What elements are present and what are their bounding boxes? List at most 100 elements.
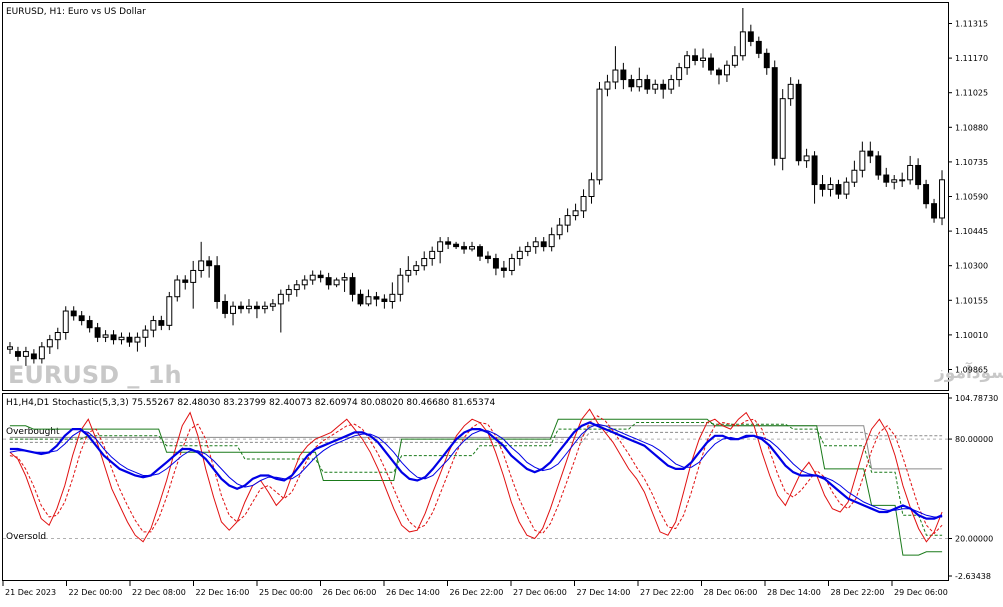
- candle-body: [126, 336, 133, 343]
- candle-body: [70, 310, 77, 317]
- candle-body: [540, 241, 547, 248]
- candle-body: [174, 279, 181, 298]
- candle: [739, 8, 746, 61]
- candle: [771, 60, 778, 166]
- candle: [182, 275, 189, 290]
- candle: [22, 346, 29, 366]
- candle: [245, 299, 252, 314]
- candle-body: [214, 265, 221, 302]
- candle-body: [532, 241, 539, 248]
- candle-body: [915, 164, 922, 186]
- candle: [78, 311, 85, 326]
- candle: [413, 260, 420, 276]
- candle-body: [469, 246, 475, 250]
- candle: [700, 48, 707, 68]
- candle: [652, 79, 659, 94]
- candle: [779, 89, 786, 171]
- price-label: 1.11025: [955, 89, 988, 98]
- candle: [477, 244, 483, 261]
- candle: [118, 332, 125, 345]
- price-label: 1.11315: [955, 20, 988, 29]
- candle: [915, 158, 922, 190]
- candle-body: [190, 269, 197, 283]
- overbought-label: Overbought: [6, 427, 60, 437]
- candle-body: [907, 164, 914, 181]
- candle-body: [94, 327, 101, 338]
- candle: [899, 172, 906, 187]
- candle-body: [692, 55, 699, 61]
- candle: [644, 74, 651, 94]
- candle-body: [564, 215, 571, 226]
- candle: [158, 315, 165, 331]
- candle-body: [46, 339, 53, 348]
- candle-body: [747, 31, 754, 42]
- indicator-panel[interactable]: [2, 393, 949, 581]
- candle: [923, 179, 930, 209]
- candle-body: [150, 320, 157, 331]
- candle: [763, 48, 770, 75]
- candle-body: [500, 267, 507, 271]
- candle: [548, 227, 555, 252]
- candle: [293, 280, 300, 297]
- indicator-scale-label: 20.00000: [955, 534, 993, 543]
- candle-body: [158, 320, 165, 326]
- indicator-title: H1,H4,D1 Stochastic(5,3,3) 75.55267 82.4…: [6, 398, 495, 408]
- candle-body: [779, 98, 786, 159]
- candle: [429, 246, 436, 266]
- candle-body: [405, 269, 412, 276]
- candle-body: [373, 296, 380, 300]
- candle: [692, 48, 699, 66]
- candle: [174, 275, 181, 302]
- candle-body: [7, 346, 13, 350]
- candle-body: [524, 246, 531, 252]
- candle: [253, 301, 260, 319]
- candle: [14, 346, 21, 362]
- candle-body: [604, 81, 611, 90]
- candle: [389, 282, 396, 309]
- candle-body: [572, 210, 579, 217]
- candle: [572, 203, 579, 221]
- price-label: 1.09865: [955, 365, 988, 374]
- candle: [381, 294, 388, 309]
- time-label: 27 Dec 22:00: [640, 588, 694, 597]
- candle: [747, 24, 754, 47]
- candle: [875, 151, 882, 180]
- watermark-symbol: EURUSD _ 1h: [8, 361, 182, 389]
- candle-body: [206, 260, 213, 267]
- candle-body: [14, 351, 21, 357]
- candle-body: [238, 305, 244, 310]
- time-label: 27 Dec 06:00: [513, 588, 567, 597]
- candle: [230, 301, 237, 326]
- candle-body: [556, 224, 563, 236]
- candle: [628, 74, 635, 92]
- candle-body: [827, 184, 834, 190]
- candle: [142, 325, 149, 347]
- candle: [30, 349, 37, 364]
- candle-body: [660, 83, 667, 90]
- candle: [309, 270, 316, 285]
- candle-body: [429, 250, 436, 260]
- candle: [580, 189, 587, 218]
- candle-body: [492, 258, 499, 269]
- candle: [516, 246, 523, 266]
- candle: [214, 256, 221, 309]
- candle: [341, 272, 348, 292]
- indicator-levels: [3, 438, 948, 539]
- green-signal-line: [9, 422, 943, 536]
- price-axis: 1.11315 1.11170 1.11025 1.10880 1.10735 1.105…: [948, 20, 988, 374]
- candle: [102, 330, 109, 343]
- candle: [70, 306, 77, 321]
- candle-body: [453, 243, 460, 248]
- candle-body: [365, 296, 372, 305]
- candle-body: [309, 274, 316, 281]
- candle: [556, 217, 563, 240]
- time-label: 21 Dec 2023: [5, 588, 56, 597]
- candle-body: [445, 241, 452, 245]
- candle: [445, 237, 452, 249]
- candle: [301, 275, 308, 290]
- candle: [317, 270, 324, 283]
- candle-body: [285, 289, 292, 295]
- candle-body: [851, 169, 858, 183]
- candle-body: [859, 150, 866, 171]
